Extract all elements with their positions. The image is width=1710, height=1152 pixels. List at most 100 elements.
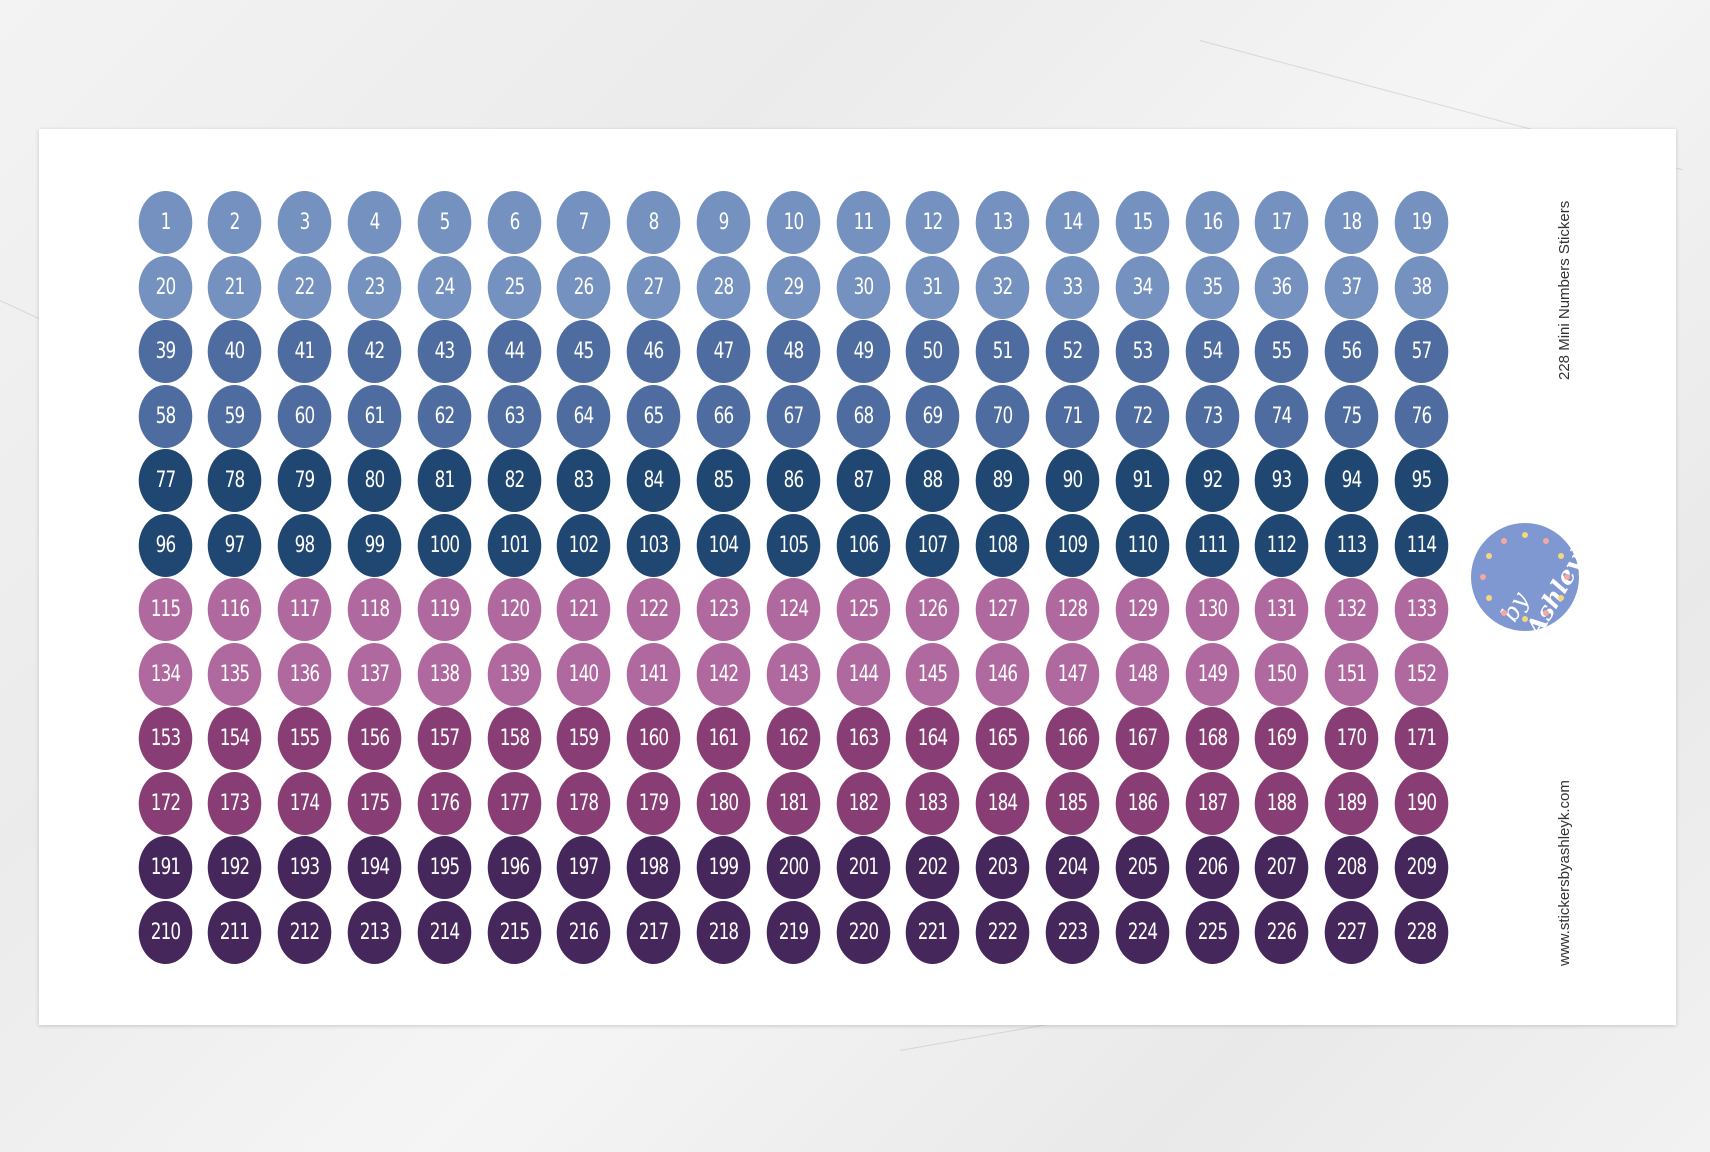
heart-icon: [1485, 553, 1492, 559]
number-sticker: 127: [975, 578, 1030, 641]
number-sticker: 219: [766, 900, 820, 964]
number-sticker: 113: [1324, 513, 1379, 577]
number-sticker: 203: [975, 836, 1030, 899]
number-sticker: 167: [1115, 707, 1169, 770]
number-sticker: 13: [975, 191, 1030, 254]
number-sticker: 91: [1115, 449, 1169, 512]
number-sticker: 152: [1394, 642, 1449, 706]
number-sticker: 42: [347, 320, 402, 383]
number-sticker: 55: [1255, 320, 1309, 383]
heart-icon: [1564, 574, 1570, 580]
heart-icon: [1501, 537, 1507, 544]
number-sticker: 176: [417, 771, 471, 835]
number-sticker: 105: [766, 513, 820, 577]
number-sticker: 226: [1255, 900, 1309, 964]
number-sticker: 128: [1045, 578, 1100, 641]
heart-icon: [1522, 616, 1528, 622]
number-sticker: 67: [766, 384, 820, 448]
number-sticker: 71: [1045, 384, 1100, 448]
number-sticker: 12: [906, 191, 960, 254]
number-sticker: 56: [1324, 320, 1379, 383]
number-sticker: 200: [766, 836, 820, 899]
number-sticker: 118: [347, 578, 402, 641]
number-sticker: 94: [1324, 449, 1379, 512]
number-sticker: 93: [1255, 449, 1309, 512]
number-sticker: 26: [557, 255, 611, 319]
number-sticker: 216: [557, 900, 611, 964]
number-sticker: 30: [836, 255, 890, 319]
number-sticker: 10: [766, 191, 820, 254]
number-sticker: 19: [1394, 191, 1449, 254]
number-sticker: 157: [417, 707, 471, 770]
heart-icon: [1485, 595, 1492, 601]
number-sticker: 217: [626, 900, 681, 964]
number-sticker: 84: [626, 449, 681, 512]
number-sticker: 119: [417, 578, 471, 641]
number-sticker: 106: [836, 513, 890, 577]
number-sticker: 81: [417, 449, 471, 512]
number-sticker: 221: [906, 900, 960, 964]
number-sticker: 147: [1045, 642, 1100, 706]
number-sticker: 146: [975, 642, 1030, 706]
number-sticker: 204: [1045, 836, 1100, 899]
number-sticker: 156: [347, 707, 402, 770]
heart-icon: [1480, 574, 1486, 580]
number-sticker: 174: [277, 771, 332, 835]
number-sticker: 197: [557, 836, 611, 899]
number-sticker: 191: [138, 836, 192, 899]
number-sticker: 110: [1115, 513, 1169, 577]
number-sticker: 151: [1324, 642, 1379, 706]
number-sticker: 58: [138, 384, 192, 448]
heart-icon: [1522, 532, 1528, 538]
number-sticker: 227: [1324, 900, 1379, 964]
number-sticker: 64: [557, 384, 611, 448]
number-sticker: 8: [626, 191, 681, 254]
number-sticker: 82: [487, 449, 541, 512]
number-sticker: 17: [1255, 191, 1309, 254]
sheet-title: 228 Mini Numbers Stickers: [1556, 200, 1573, 380]
number-sticker: 130: [1185, 578, 1239, 641]
heart-icon: [1543, 610, 1549, 617]
number-sticker: 166: [1045, 707, 1100, 770]
number-sticker: 31: [906, 255, 960, 319]
number-sticker: 51: [975, 320, 1030, 383]
number-sticker: 80: [347, 449, 402, 512]
number-sticker: 103: [626, 513, 681, 577]
number-sticker: 116: [208, 578, 262, 641]
number-sticker: 148: [1115, 642, 1169, 706]
number-sticker: 63: [487, 384, 541, 448]
number-sticker: 179: [626, 771, 681, 835]
number-sticker: 59: [208, 384, 262, 448]
number-sticker: 177: [487, 771, 541, 835]
number-sticker: 74: [1255, 384, 1309, 448]
number-sticker: 198: [626, 836, 681, 899]
number-sticker: 220: [836, 900, 890, 964]
number-sticker: 180: [696, 771, 751, 835]
number-sticker: 178: [557, 771, 611, 835]
number-sticker: 215: [487, 900, 541, 964]
number-sticker: 92: [1185, 449, 1239, 512]
number-sticker: 153: [138, 707, 192, 770]
number-sticker: 210: [138, 900, 192, 964]
number-sticker: 196: [487, 836, 541, 899]
number-sticker: 121: [557, 578, 611, 641]
number-sticker: 9: [696, 191, 751, 254]
number-sticker: 73: [1185, 384, 1239, 448]
number-sticker: 173: [208, 771, 262, 835]
number-sticker: 137: [347, 642, 402, 706]
number-sticker: 50: [906, 320, 960, 383]
number-sticker: 185: [1045, 771, 1100, 835]
number-sticker: 46: [626, 320, 681, 383]
number-sticker: 224: [1115, 900, 1169, 964]
number-sticker: 44: [487, 320, 541, 383]
number-sticker: 140: [557, 642, 611, 706]
number-sticker: 213: [347, 900, 402, 964]
number-sticker: 114: [1394, 513, 1449, 577]
number-sticker: 83: [557, 449, 611, 512]
number-sticker: 190: [1394, 771, 1449, 835]
number-sticker: 129: [1115, 578, 1169, 641]
number-sticker: 181: [766, 771, 820, 835]
number-sticker: 1: [138, 191, 192, 254]
number-sticker: 100: [417, 513, 471, 577]
number-sticker: 150: [1255, 642, 1309, 706]
